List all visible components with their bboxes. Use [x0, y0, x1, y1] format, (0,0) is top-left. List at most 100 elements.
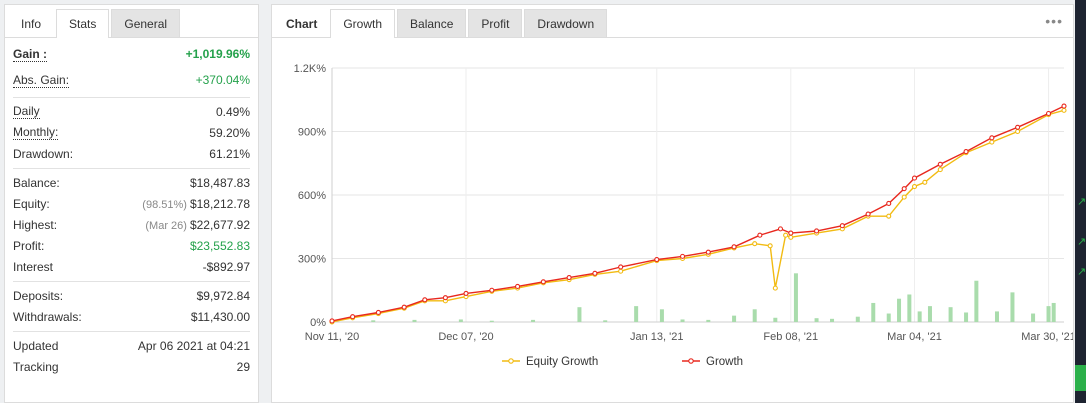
growth-point	[489, 287, 495, 293]
tab-stats[interactable]: Stats	[56, 9, 110, 38]
chart-panel: Chart Growth Balance Profit Drawdown •••…	[271, 4, 1074, 403]
balance-label: Balance:	[13, 175, 60, 190]
tab-profit[interactable]: Profit	[468, 9, 523, 37]
daily-value: 0.49%	[215, 104, 250, 119]
profit-bar	[659, 309, 664, 322]
tab-info[interactable]: Info	[21, 17, 42, 31]
equity-growth-point	[901, 194, 907, 200]
withdrawals-label: Withdrawals:	[13, 309, 82, 324]
growth-point	[814, 228, 820, 234]
profit-bar	[531, 319, 536, 322]
x-tick-label: Mar 04, '21	[887, 331, 942, 343]
growth-point	[540, 279, 546, 285]
chevron-icon: ↗	[1077, 266, 1086, 278]
profit-value: $23,552.83	[189, 238, 250, 253]
profit-bar	[897, 298, 902, 322]
profit-bar	[1051, 302, 1056, 322]
growth-point	[788, 230, 794, 236]
growth-point	[592, 270, 598, 276]
profit-bar	[964, 312, 969, 322]
growth-point	[911, 175, 918, 181]
tracking-label: Tracking	[13, 359, 59, 374]
daily-label[interactable]: Daily	[13, 104, 40, 119]
growth-point	[679, 253, 686, 259]
growth-point	[1015, 124, 1021, 130]
updated-label: Updated	[13, 338, 59, 353]
drawdown-value: 61.21%	[209, 146, 250, 161]
growth-point	[329, 318, 335, 324]
chevron-icon: ↗	[1077, 196, 1086, 208]
growth-point	[989, 135, 995, 141]
gain-label[interactable]: Gain :	[13, 46, 48, 62]
equity-growth-point	[772, 285, 778, 291]
gain-row: Gain : +1,019.96%	[13, 41, 250, 67]
growth-point	[1061, 103, 1067, 109]
rate-group: Daily 0.49% Monthly: 59.20% Drawdown: 61…	[13, 98, 250, 169]
growth-point	[515, 283, 521, 289]
profit-bar	[371, 320, 376, 322]
equity-growth-point	[618, 268, 624, 274]
ellipsis-icon[interactable]: •••	[1045, 13, 1063, 29]
edge-green-button[interactable]	[1075, 365, 1086, 391]
profit-bar	[603, 320, 608, 322]
balance-row: Balance: $18,487.83	[13, 172, 250, 193]
y-tick-label: 600%	[298, 190, 326, 202]
x-tick-label: Dec 07, '20	[438, 331, 493, 343]
equity-growth-point	[783, 232, 789, 238]
growth-point	[1045, 110, 1052, 117]
highest-note: (Mar 26)	[145, 219, 187, 232]
profit-bar	[752, 309, 757, 322]
growth-point	[839, 223, 845, 229]
stats-body: Gain : +1,019.96% Abs. Gain: +370.04% Da…	[5, 38, 258, 381]
profit-bar	[907, 294, 912, 322]
tab-balance[interactable]: Balance	[397, 9, 467, 37]
legend-label: Equity Growth	[526, 356, 598, 368]
transfers-group: Deposits: $9,972.84 Withdrawals: $11,430…	[13, 282, 250, 332]
equity-label: Equity:	[13, 196, 50, 211]
profit-bar	[732, 315, 737, 322]
tab-drawdown[interactable]: Drawdown	[524, 9, 608, 37]
profit-row: Profit: $23,552.83	[13, 235, 250, 256]
profit-bar	[577, 307, 582, 322]
tracking-row: Tracking 29	[13, 356, 250, 377]
y-tick-label: 0%	[310, 317, 326, 329]
deposits-value: $9,972.84	[196, 288, 250, 303]
x-tick-label: Mar 30, '21	[1021, 331, 1073, 343]
growth-point	[731, 244, 737, 250]
equity-growth-point	[886, 213, 892, 219]
profit-bar	[994, 311, 999, 322]
profit-bar	[793, 273, 798, 322]
growth-point	[865, 211, 871, 217]
profit-bar	[1010, 292, 1015, 322]
interest-value: -$892.97	[202, 259, 250, 274]
tab-growth[interactable]: Growth	[330, 9, 396, 38]
highest-label: Highest:	[13, 217, 58, 232]
profit-bar	[917, 311, 922, 322]
growth-chart: 0% 300% 600% 900% 1.2K% Nov 11, '20 Dec 07, '2…	[294, 63, 1073, 368]
y-tick-label: 1.2K%	[294, 63, 327, 75]
equity-growth-point	[752, 241, 758, 247]
equity-value: $18,212.78	[189, 196, 250, 211]
deposits-row: Deposits: $9,972.84	[13, 285, 250, 306]
equity-note: (98.51%)	[142, 198, 187, 211]
highest-row: Highest: (Mar 26) $22,677.92	[13, 214, 250, 235]
profit-bar	[1031, 313, 1036, 322]
updated-row: Updated Apr 06 2021 at 04:21	[13, 335, 250, 356]
tracking-value: 29	[236, 359, 250, 374]
profit-bar	[458, 319, 463, 322]
growth-point	[757, 232, 763, 238]
drawdown-row: Drawdown: 61.21%	[13, 143, 250, 164]
x-tick-label: Jan 13, '21	[630, 331, 683, 343]
tab-general[interactable]: General	[111, 9, 181, 37]
equity-growth-point	[767, 243, 773, 249]
x-tick-label: Feb 08, '21	[763, 331, 818, 343]
gain-group: Gain : +1,019.96% Abs. Gain: +370.04%	[13, 38, 250, 98]
equity-growth-point	[1015, 128, 1021, 135]
abs-gain-label[interactable]: Abs. Gain:	[13, 72, 70, 88]
profit-bar	[974, 280, 979, 322]
growth-point	[375, 309, 381, 316]
profit-bar	[871, 302, 876, 322]
equity-growth-point	[911, 183, 918, 190]
monthly-label[interactable]: Monthly:	[13, 125, 59, 140]
highest-value-cell: (Mar 26) $22,677.92	[145, 218, 250, 232]
